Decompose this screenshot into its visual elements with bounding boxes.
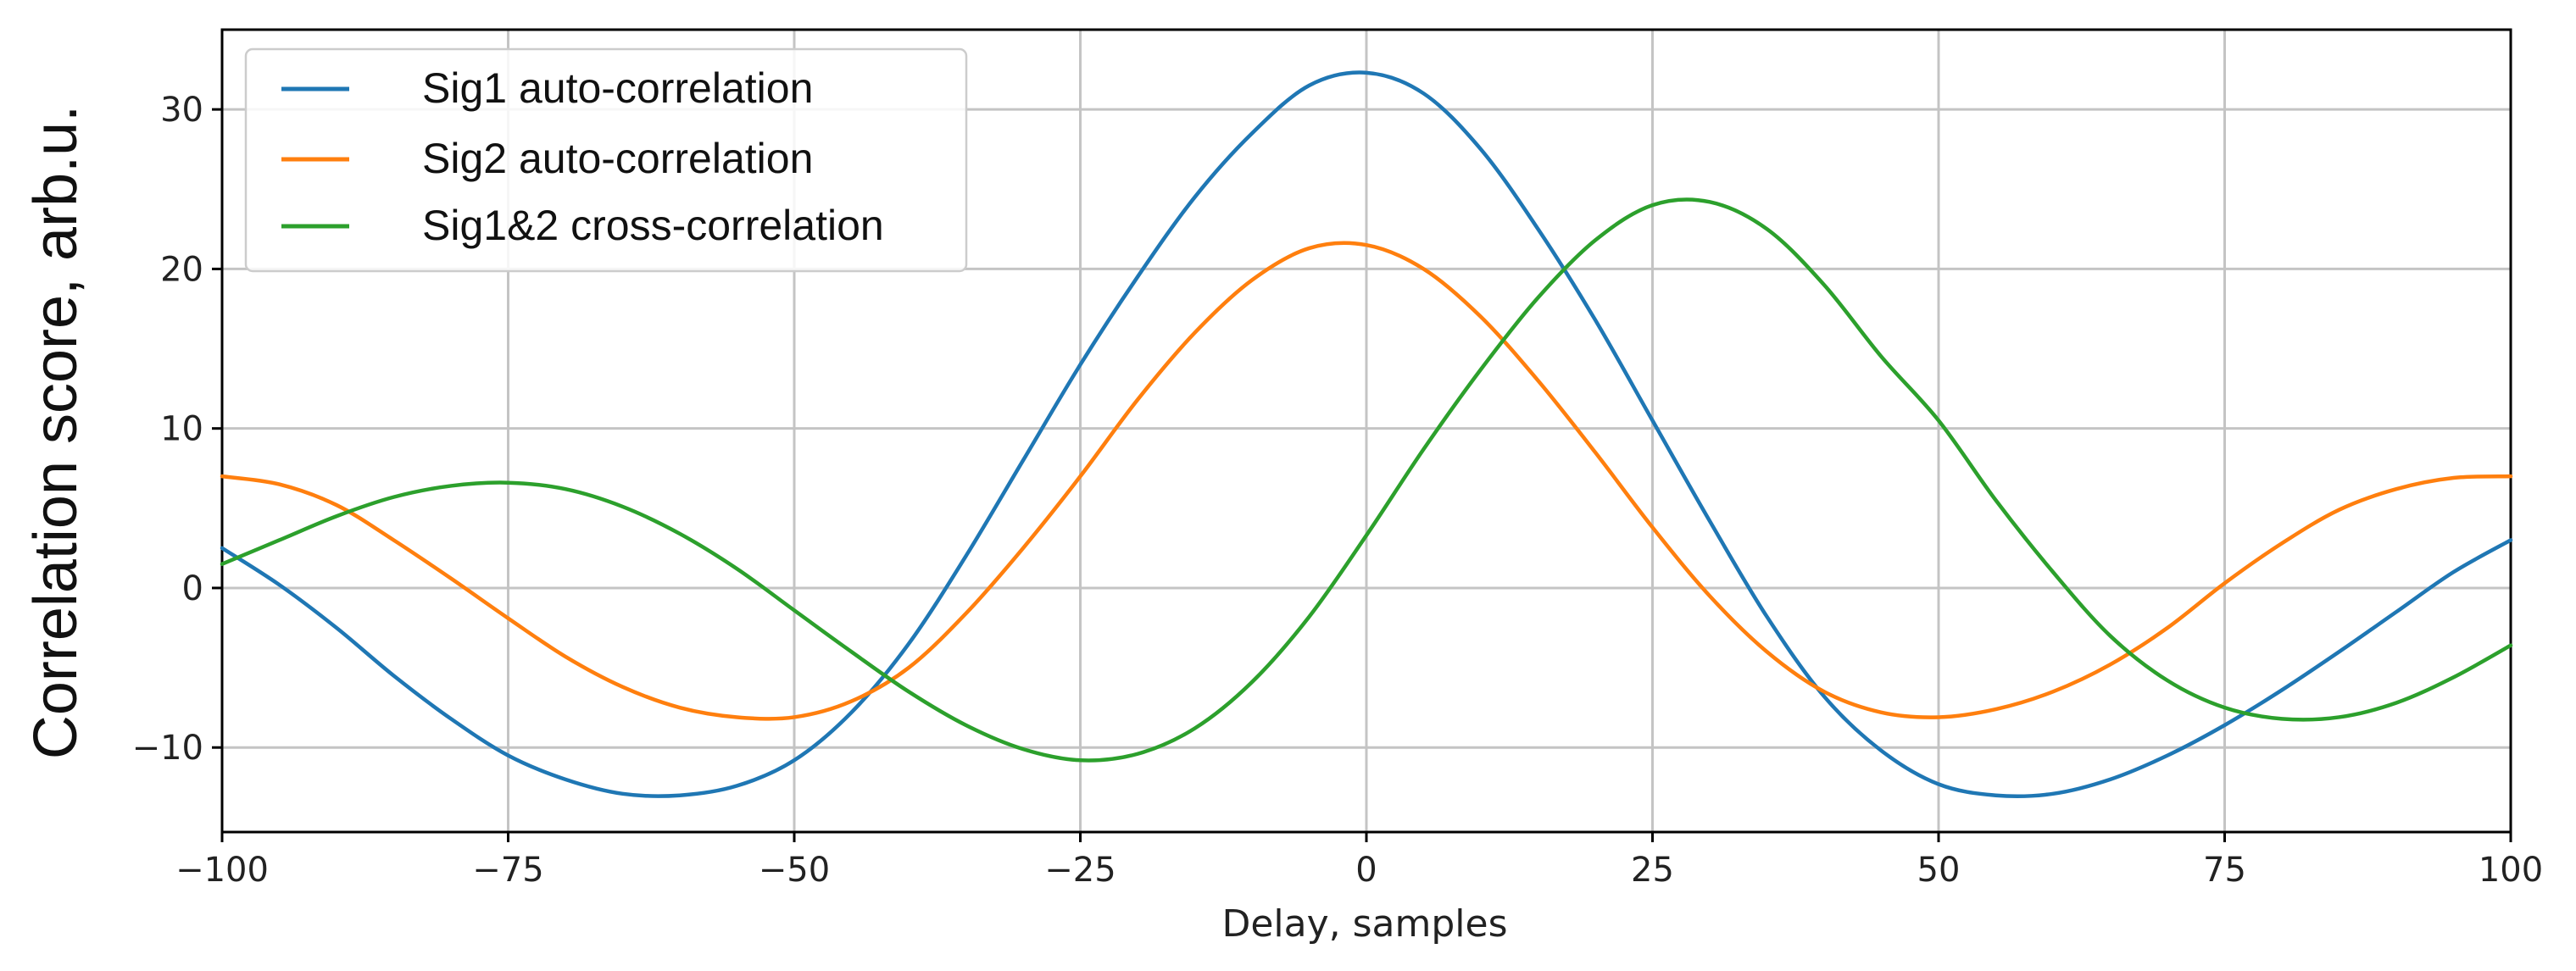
y-tick-label: 10 [160, 410, 203, 449]
x-tick-label: 0 [1355, 851, 1377, 890]
series-line-cross [220, 197, 2513, 763]
legend-box [244, 47, 968, 273]
x-tick-label: 75 [2203, 851, 2246, 890]
series-group [220, 70, 2513, 798]
y-axis-label: Correlation score, arb.u. [22, 105, 90, 759]
series-line-sig2-auto [220, 241, 2513, 721]
x-axis-ticks: −100 −75 −50 −25 0 25 50 75 100 [175, 832, 2543, 890]
series-line-sig1-auto [220, 70, 2513, 798]
legend-label-cross: Sig1&2 cross-correlation [422, 202, 884, 249]
y-axis-ticks: −10 0 10 20 30 [132, 91, 222, 768]
y-tick-label: 0 [182, 569, 203, 608]
x-tick-label: 50 [1917, 851, 1961, 890]
legend: Sig1 auto-correlation Sig2 auto-correlat… [244, 47, 968, 273]
x-tick-label: 100 [2479, 851, 2543, 890]
x-tick-label: −25 [1044, 851, 1116, 890]
legend-label-sig2: Sig2 auto-correlation [422, 135, 813, 182]
x-tick-label: 25 [1631, 851, 1674, 890]
y-tick-label: −10 [132, 729, 203, 768]
x-tick-label: −50 [759, 851, 830, 890]
x-tick-label: −100 [175, 851, 269, 890]
x-tick-label: −75 [472, 851, 543, 890]
x-axis-label: Delay, samples [1221, 902, 1507, 946]
y-tick-label: 30 [160, 91, 203, 130]
y-tick-label: 20 [160, 250, 203, 289]
legend-label-sig1: Sig1 auto-correlation [422, 64, 813, 112]
